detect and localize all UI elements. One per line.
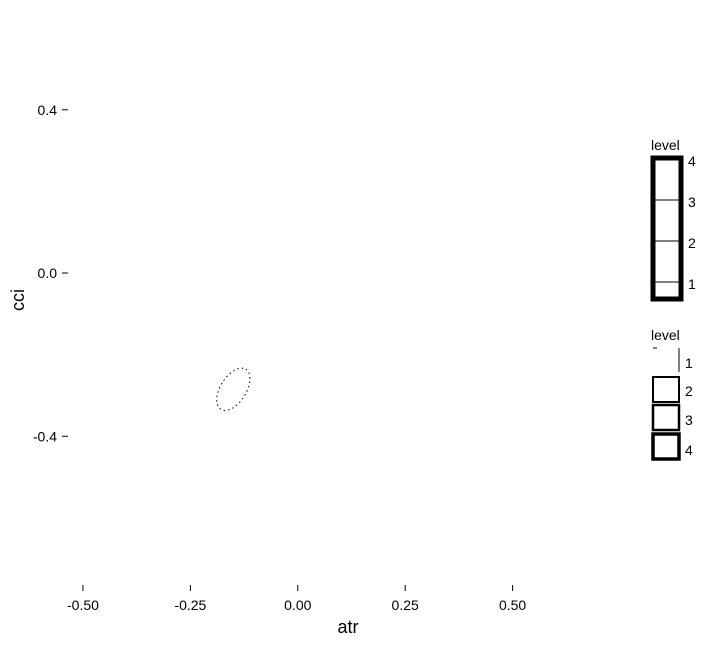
x-tick-label: 0.00 xyxy=(284,597,311,613)
x-tick-label: -0.50 xyxy=(67,597,99,613)
y-tick-label: 0.4 xyxy=(38,102,58,118)
y-tick-label: 0.0 xyxy=(38,265,58,281)
level-legend-linewidth: level 1 2 3 4 xyxy=(651,327,693,461)
legend-key-box xyxy=(652,376,680,403)
contour-layer xyxy=(216,367,251,411)
legend-label: 1 xyxy=(688,276,696,292)
legend-key-box xyxy=(651,403,681,432)
legend-label: 3 xyxy=(685,412,693,428)
y-axis: 0.4 0.0 -0.4 xyxy=(33,102,68,444)
legend-label: 2 xyxy=(688,235,696,251)
legend-label: 1 xyxy=(685,355,693,371)
colorbar-outline xyxy=(650,155,684,302)
x-axis-label: atr xyxy=(337,617,358,637)
x-tick-label: -0.25 xyxy=(174,597,206,613)
legend-title: level xyxy=(651,137,680,153)
legend-label: 4 xyxy=(685,442,693,458)
legend-label: 3 xyxy=(688,194,696,210)
contour-line xyxy=(216,367,251,411)
legend-title: level xyxy=(651,327,680,343)
y-tick-label: -0.4 xyxy=(33,428,57,444)
y-axis-label: cci xyxy=(8,289,28,311)
legend-key-box xyxy=(651,432,681,461)
legend-label: 2 xyxy=(685,383,693,399)
legend-label: 4 xyxy=(688,153,696,169)
x-tick-label: 0.50 xyxy=(499,597,526,613)
x-axis: -0.50 -0.25 0.00 0.25 0.50 xyxy=(67,585,526,613)
level-legend-colorbar: level 4 3 2 1 xyxy=(650,137,696,302)
x-tick-label: 0.25 xyxy=(392,597,419,613)
